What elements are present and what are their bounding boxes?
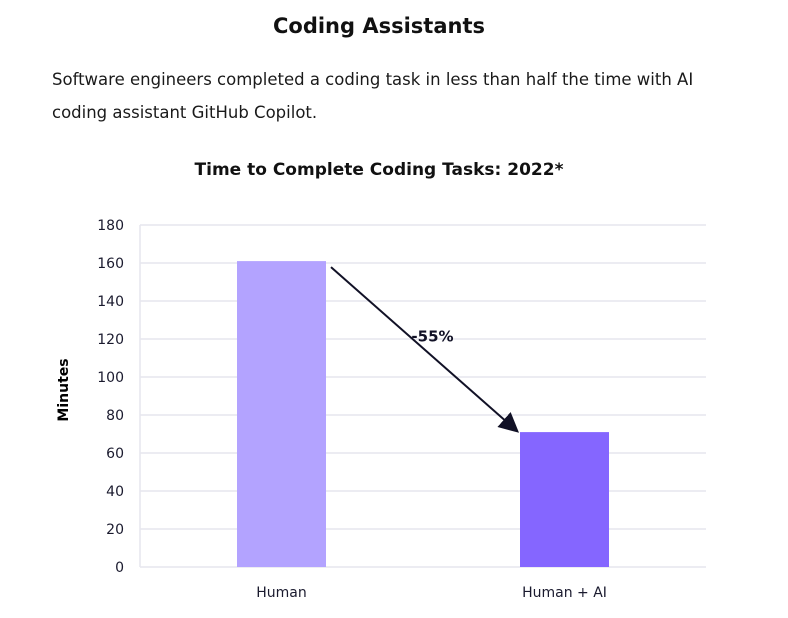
bar-human [237, 261, 326, 567]
y-tick-label: 140 [97, 294, 124, 310]
description: Software engineers completed a coding ta… [52, 70, 694, 122]
x-tick-label: Human [256, 585, 307, 601]
y-tick-label: 0 [115, 560, 124, 576]
y-tick-label: 160 [97, 256, 124, 272]
bar-human-ai [520, 432, 609, 567]
y-tick-label: 120 [97, 332, 124, 348]
y-axis-label: Minutes [56, 358, 72, 421]
y-tick-label: 180 [97, 218, 124, 234]
chart-title: Time to Complete Coding Tasks: 2022* [194, 160, 564, 180]
y-tick-label: 40 [106, 484, 124, 500]
y-tick-label: 80 [106, 408, 124, 424]
change-arrow [330, 266, 520, 433]
y-tick-label: 60 [106, 446, 124, 462]
page-title: Coding Assistants [272, 14, 485, 38]
y-tick-label: 20 [106, 522, 124, 538]
x-tick-label: Human + AI [522, 585, 607, 601]
y-tick-label: 100 [97, 370, 124, 386]
change-annotation: -55% [411, 328, 453, 346]
